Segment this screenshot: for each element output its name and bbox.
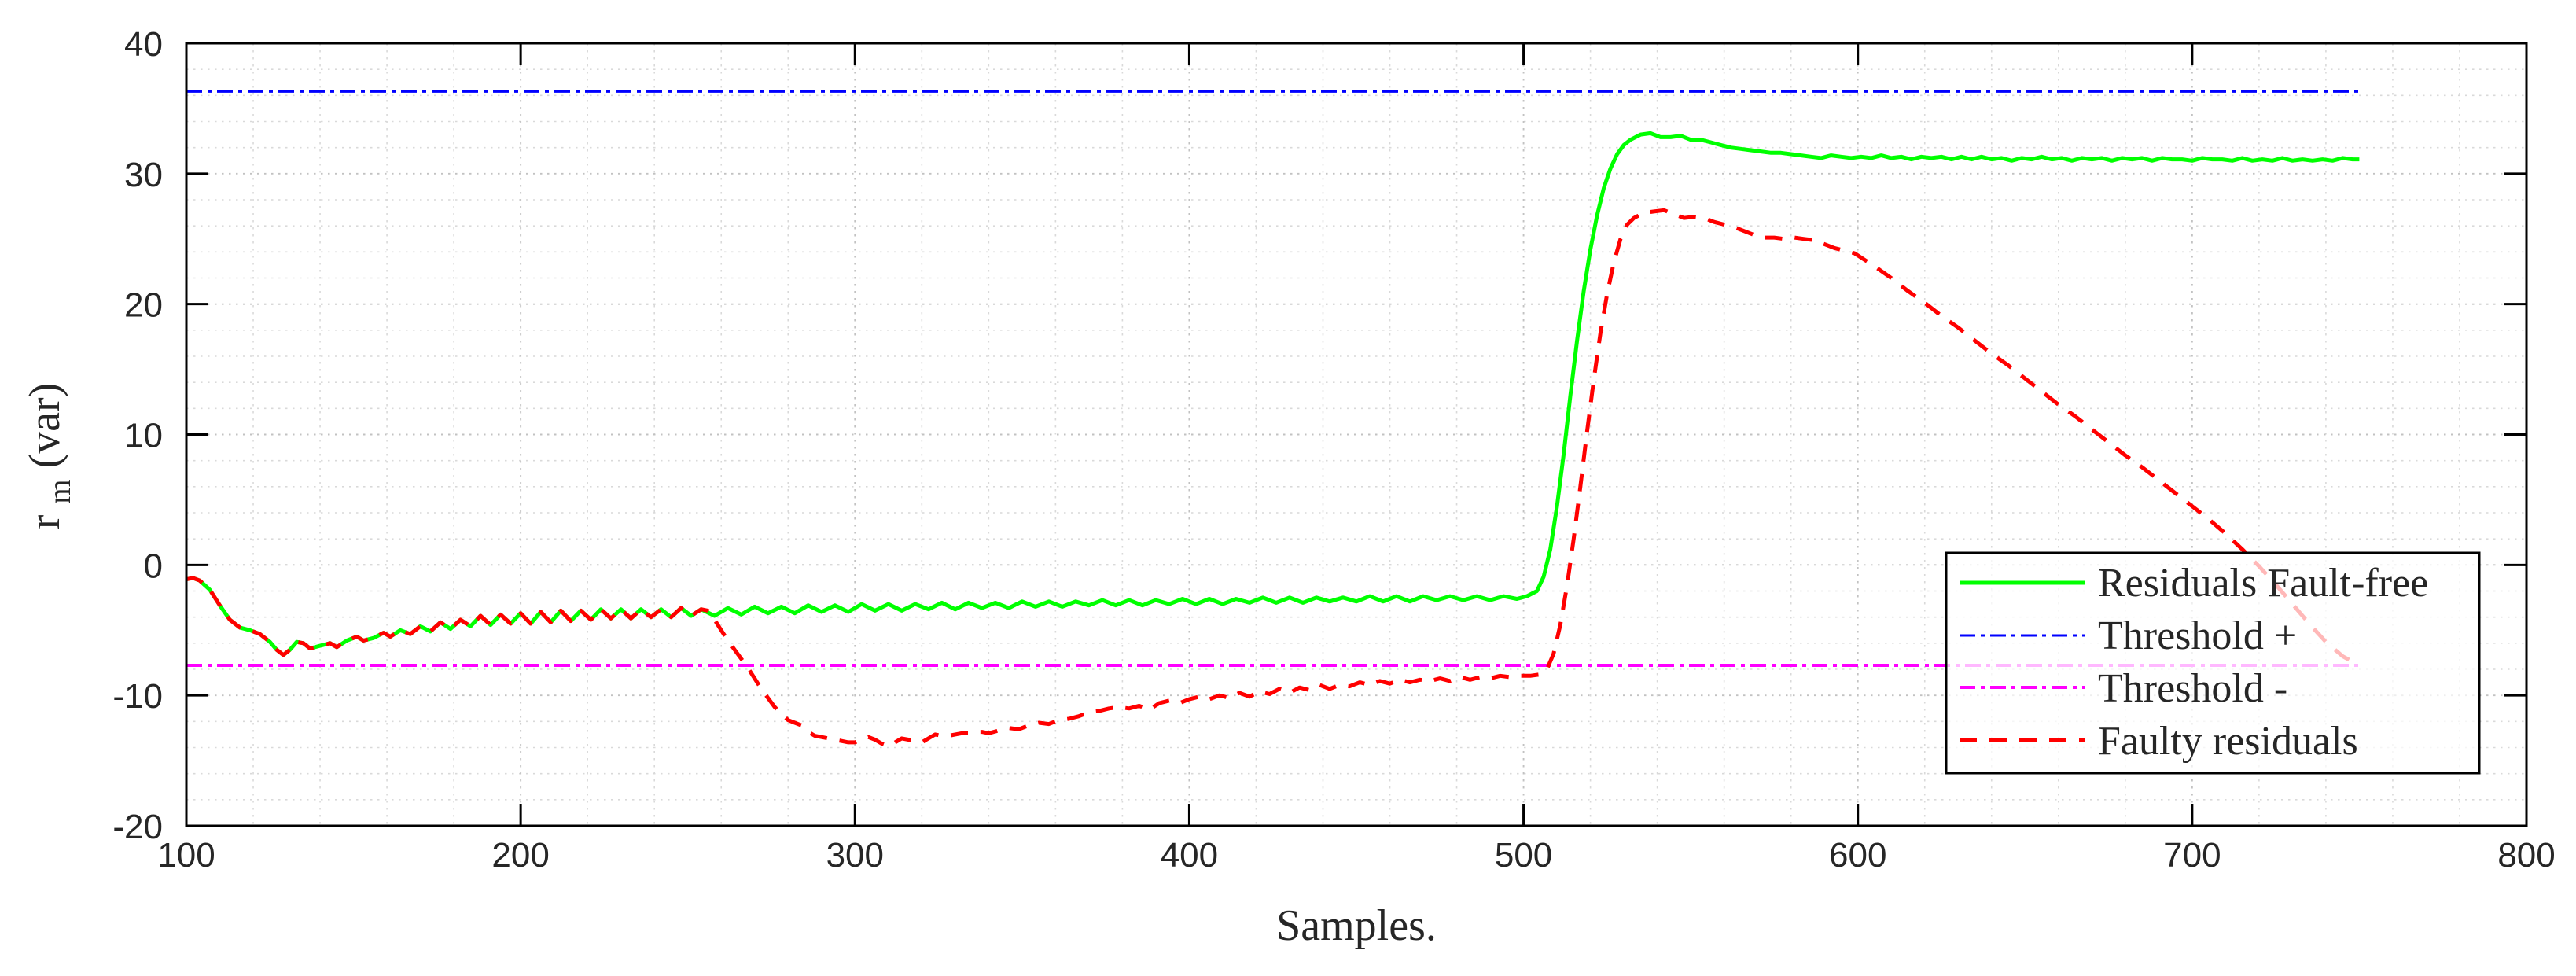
y-tick-label: -10 [112, 677, 163, 716]
y-axis-label-rest: (var) [20, 383, 69, 469]
tick-labels: 100 200 300 400 500 600 700 800 -20 -10 0 10 20 30 40 [112, 25, 2555, 875]
x-tick-label: 300 [826, 836, 884, 875]
y-axis-label: r m (var) [20, 383, 80, 530]
x-tick-label: 400 [1161, 836, 1218, 875]
series-line-residuals-fault-free [186, 131, 2360, 657]
plot-series [186, 90, 2361, 749]
legend-sample-lines [1960, 580, 2085, 742]
x-axis-label: Samples. [1276, 901, 1437, 950]
x-tick-label: 700 [2163, 836, 2221, 875]
y-tick-label: 10 [124, 417, 163, 455]
x-tick-label: 200 [491, 836, 549, 875]
legend-label-residuals-fault-free: Residuals Fault-free [2098, 561, 2428, 606]
axes-box [185, 42, 2528, 827]
y-tick-label: 30 [124, 156, 163, 194]
legend: Residuals Fault-free Threshold + Thresho… [1945, 551, 2481, 775]
legend-label-threshold-minus: Threshold - [2098, 666, 2287, 711]
x-tick-label: 600 [1829, 836, 1886, 875]
x-tick-label: 500 [1495, 836, 1552, 875]
legend-label-faulty-residuals: Faulty residuals [2098, 719, 2358, 764]
y-tick-label: 0 [144, 547, 163, 585]
legend-box [1945, 551, 2481, 775]
y-tick-label: 40 [124, 25, 163, 64]
y-axis-label-base: r [20, 514, 69, 529]
series-line-faulty-residuals [186, 208, 2361, 749]
y-axis-label-sub: m [42, 480, 77, 504]
legend-label-threshold-plus: Threshold + [2098, 613, 2297, 658]
y-tick-label: 20 [124, 286, 163, 325]
x-tick-label: 800 [2497, 836, 2555, 875]
x-tick-label: 100 [157, 836, 215, 875]
y-tick-label: -20 [112, 808, 163, 846]
